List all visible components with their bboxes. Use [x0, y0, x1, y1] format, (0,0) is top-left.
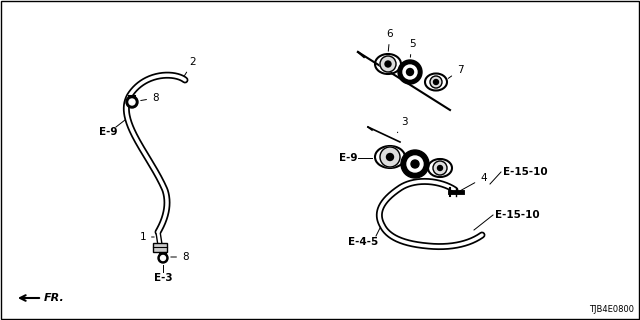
Text: E-3: E-3: [154, 273, 172, 283]
Text: TJB4E0800: TJB4E0800: [589, 305, 634, 314]
Circle shape: [401, 150, 429, 178]
Text: 6: 6: [387, 29, 394, 51]
Circle shape: [430, 76, 442, 88]
Circle shape: [161, 255, 166, 260]
Text: E-9: E-9: [339, 153, 357, 163]
Text: FR.: FR.: [44, 293, 65, 303]
Circle shape: [406, 68, 413, 76]
Circle shape: [126, 96, 138, 108]
Text: 8: 8: [141, 93, 159, 103]
Circle shape: [411, 160, 419, 168]
Circle shape: [385, 61, 391, 67]
Text: 8: 8: [171, 252, 189, 262]
Text: E-15-10: E-15-10: [495, 210, 540, 220]
Circle shape: [407, 156, 423, 172]
Text: 2: 2: [184, 57, 196, 76]
Text: E-15-10: E-15-10: [503, 167, 548, 177]
Circle shape: [398, 60, 422, 84]
Text: E-9: E-9: [99, 127, 117, 137]
Bar: [153, 243, 167, 252]
Text: 3: 3: [397, 117, 407, 132]
Circle shape: [433, 161, 447, 175]
Text: E-4-5: E-4-5: [348, 237, 378, 247]
Circle shape: [438, 165, 442, 171]
Text: 7: 7: [448, 65, 463, 78]
Circle shape: [403, 65, 417, 79]
Circle shape: [433, 79, 438, 84]
Text: 1: 1: [140, 232, 154, 242]
Text: 4: 4: [460, 173, 486, 191]
Text: 5: 5: [409, 39, 415, 57]
Circle shape: [129, 99, 135, 105]
Circle shape: [380, 56, 396, 72]
Circle shape: [387, 154, 394, 161]
Circle shape: [380, 147, 400, 167]
Circle shape: [158, 253, 168, 263]
